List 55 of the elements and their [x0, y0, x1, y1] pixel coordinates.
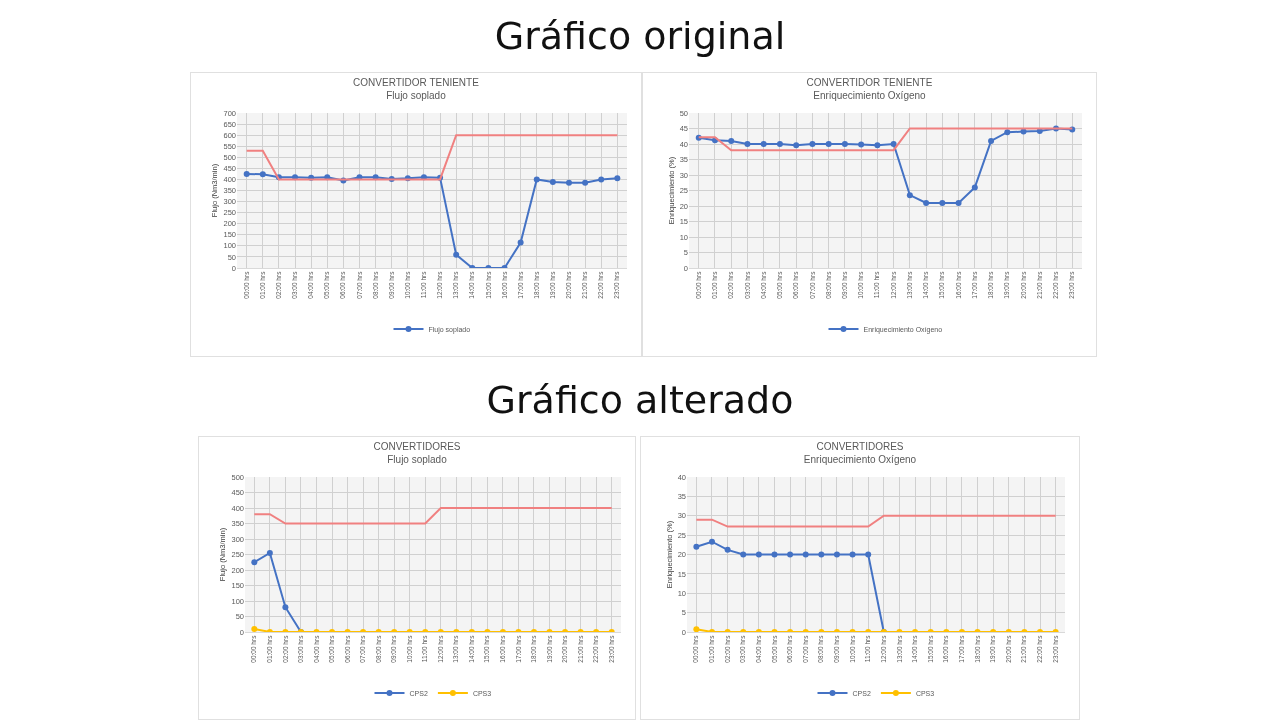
text: Gráfico original [493, 14, 787, 58]
point [708, 538, 715, 545]
point [809, 141, 816, 147]
point [1004, 129, 1011, 136]
point [243, 170, 250, 177]
point [858, 141, 865, 148]
point [841, 141, 848, 147]
point [582, 179, 589, 186]
point [760, 141, 767, 147]
point [614, 175, 621, 182]
point [874, 142, 881, 149]
point [771, 551, 778, 558]
point [453, 251, 460, 258]
point [825, 141, 832, 147]
point [906, 192, 913, 199]
point [533, 176, 540, 183]
point [776, 141, 783, 147]
chart-title: CONVERTIDOR TENIENTE [806, 76, 933, 88]
point [549, 179, 556, 186]
point [251, 559, 258, 566]
point [939, 199, 946, 206]
point [890, 141, 897, 147]
point [740, 551, 747, 558]
point [598, 176, 605, 183]
point [251, 625, 258, 632]
point [923, 199, 930, 206]
chart-title: CONVERTIDORES [816, 440, 904, 452]
point [744, 141, 751, 147]
point [833, 551, 840, 558]
point [565, 179, 572, 186]
point [755, 551, 762, 558]
point [259, 171, 266, 178]
point [266, 549, 273, 556]
point [793, 142, 800, 149]
chart-title: CONVERTIDORES [373, 440, 461, 452]
chart-subtitle: Flujo soplado [387, 453, 448, 465]
point [724, 546, 731, 553]
point [988, 137, 995, 144]
point [818, 551, 825, 558]
chart-subtitle: Flujo soplado [386, 89, 447, 101]
point [865, 551, 872, 558]
point [728, 137, 735, 144]
point [849, 551, 856, 558]
point [282, 604, 289, 611]
chart-subtitle: Enriquecimiento Oxígeno [803, 453, 917, 465]
text: Gráfico alterado [485, 378, 795, 422]
point [802, 551, 809, 558]
point [787, 551, 794, 558]
point [517, 239, 524, 246]
point [955, 199, 962, 206]
chart-subtitle: Enriquecimiento Oxígeno [813, 89, 927, 101]
point [693, 626, 700, 632]
point [971, 184, 978, 191]
point [693, 543, 700, 550]
chart-title: CONVERTIDOR TENIENTE [353, 76, 480, 88]
